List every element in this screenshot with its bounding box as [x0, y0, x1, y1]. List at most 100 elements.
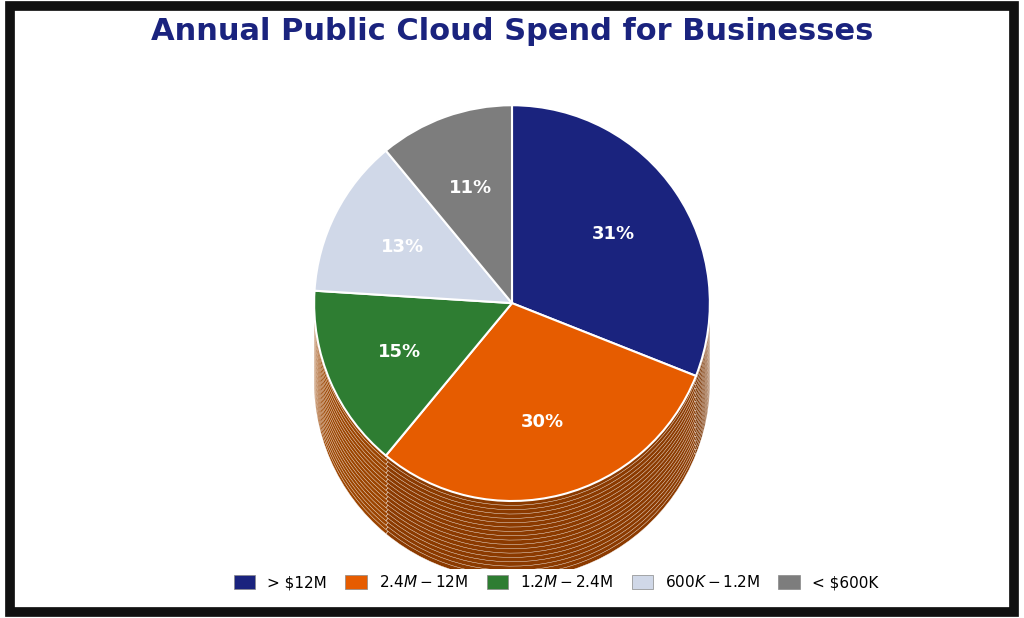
Wedge shape: [314, 172, 512, 325]
Wedge shape: [386, 368, 696, 566]
Wedge shape: [386, 135, 512, 334]
Wedge shape: [386, 127, 512, 325]
Wedge shape: [512, 131, 710, 402]
Wedge shape: [314, 190, 512, 342]
Wedge shape: [512, 127, 710, 397]
Wedge shape: [314, 159, 512, 312]
Text: 11%: 11%: [449, 179, 492, 197]
Wedge shape: [512, 175, 710, 446]
Text: 13%: 13%: [381, 239, 424, 256]
Wedge shape: [386, 308, 696, 506]
Wedge shape: [512, 122, 710, 393]
Wedge shape: [512, 153, 710, 424]
Wedge shape: [314, 207, 512, 360]
Wedge shape: [314, 216, 512, 368]
Wedge shape: [386, 171, 512, 368]
Wedge shape: [386, 145, 512, 342]
Wedge shape: [314, 343, 512, 508]
Wedge shape: [314, 339, 512, 504]
Wedge shape: [386, 321, 696, 519]
Wedge shape: [386, 325, 696, 523]
Wedge shape: [386, 158, 512, 355]
Wedge shape: [386, 179, 512, 377]
Wedge shape: [314, 356, 512, 521]
Wedge shape: [512, 179, 710, 450]
Wedge shape: [314, 224, 512, 377]
Wedge shape: [314, 334, 512, 499]
Wedge shape: [512, 158, 710, 428]
Wedge shape: [314, 164, 512, 316]
Wedge shape: [386, 338, 696, 536]
Wedge shape: [386, 303, 696, 501]
Wedge shape: [386, 360, 696, 557]
Wedge shape: [386, 118, 512, 316]
Wedge shape: [314, 151, 512, 303]
Wedge shape: [386, 355, 696, 553]
Wedge shape: [386, 153, 512, 351]
Wedge shape: [386, 131, 512, 329]
Wedge shape: [314, 229, 512, 381]
Wedge shape: [512, 118, 710, 389]
Wedge shape: [314, 360, 512, 525]
Wedge shape: [314, 168, 512, 321]
Wedge shape: [386, 122, 512, 321]
Text: 31%: 31%: [592, 225, 635, 243]
Wedge shape: [314, 321, 512, 486]
Title: Annual Public Cloud Spend for Businesses: Annual Public Cloud Spend for Businesses: [151, 17, 873, 46]
Wedge shape: [512, 166, 710, 437]
Wedge shape: [314, 220, 512, 373]
Wedge shape: [314, 185, 512, 338]
Wedge shape: [386, 364, 696, 562]
Wedge shape: [314, 365, 512, 530]
Wedge shape: [314, 347, 512, 512]
Wedge shape: [314, 326, 512, 490]
Wedge shape: [314, 155, 512, 308]
Wedge shape: [314, 211, 512, 364]
Text: 30%: 30%: [521, 413, 564, 431]
Wedge shape: [512, 149, 710, 420]
Legend: > $12M, $2.4M-$12M, $1.2M-$2.4M, $600K-$1.2M, < $600K: > $12M, $2.4M-$12M, $1.2M-$2.4M, $600K-$…: [227, 568, 885, 596]
Wedge shape: [386, 377, 696, 575]
Wedge shape: [314, 303, 512, 468]
Wedge shape: [314, 299, 512, 464]
Wedge shape: [386, 334, 696, 531]
Wedge shape: [314, 177, 512, 329]
Wedge shape: [386, 184, 512, 381]
Wedge shape: [512, 140, 710, 411]
Wedge shape: [386, 312, 696, 510]
Wedge shape: [314, 290, 512, 455]
Wedge shape: [512, 114, 710, 384]
Wedge shape: [386, 162, 512, 360]
Wedge shape: [314, 352, 512, 517]
Text: 15%: 15%: [378, 343, 421, 361]
Wedge shape: [386, 342, 696, 540]
Wedge shape: [512, 171, 710, 441]
Wedge shape: [386, 347, 696, 544]
Wedge shape: [386, 329, 696, 527]
Wedge shape: [314, 317, 512, 481]
Wedge shape: [314, 203, 512, 355]
Wedge shape: [386, 109, 512, 308]
Wedge shape: [512, 109, 710, 380]
Wedge shape: [386, 105, 512, 303]
Wedge shape: [314, 308, 512, 473]
Wedge shape: [512, 162, 710, 433]
Wedge shape: [386, 381, 696, 579]
Wedge shape: [314, 194, 512, 347]
Wedge shape: [386, 166, 512, 364]
Wedge shape: [314, 330, 512, 494]
Wedge shape: [386, 373, 696, 570]
Wedge shape: [386, 351, 696, 549]
Wedge shape: [386, 140, 512, 338]
Wedge shape: [386, 316, 696, 514]
Wedge shape: [314, 198, 512, 351]
Wedge shape: [314, 295, 512, 460]
Wedge shape: [386, 175, 512, 373]
Wedge shape: [314, 369, 512, 534]
Wedge shape: [386, 114, 512, 312]
Wedge shape: [512, 135, 710, 407]
Wedge shape: [386, 149, 512, 347]
Wedge shape: [314, 313, 512, 477]
Wedge shape: [512, 105, 710, 376]
Wedge shape: [512, 184, 710, 454]
